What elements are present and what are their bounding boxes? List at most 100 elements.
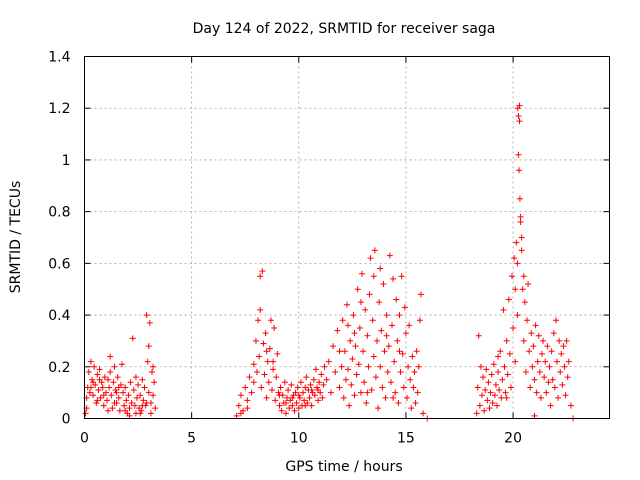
data-point xyxy=(487,389,494,396)
data-point xyxy=(263,394,270,401)
y-tick-label: 0.4 xyxy=(48,308,70,324)
data-point xyxy=(145,343,152,350)
data-point xyxy=(323,376,330,383)
data-point xyxy=(352,343,359,350)
data-point xyxy=(554,358,560,365)
data-point xyxy=(146,319,153,326)
data-point xyxy=(370,273,377,280)
data-point xyxy=(406,322,413,329)
data-point xyxy=(349,356,356,363)
data-point xyxy=(534,358,541,365)
data-point xyxy=(378,327,385,334)
data-point xyxy=(262,330,269,337)
data-point xyxy=(475,332,482,339)
data-point xyxy=(496,387,503,394)
data-point xyxy=(242,384,249,391)
data-point xyxy=(375,405,382,412)
data-point xyxy=(345,322,352,329)
data-point xyxy=(150,392,157,399)
data-point xyxy=(389,322,395,329)
data-point xyxy=(274,350,281,357)
data-point xyxy=(318,371,325,378)
data-point xyxy=(273,374,280,381)
data-point xyxy=(551,384,558,391)
data-point xyxy=(544,343,551,350)
data-point xyxy=(491,392,498,399)
data-point xyxy=(252,337,259,344)
data-point xyxy=(376,299,383,306)
data-point xyxy=(106,384,113,391)
data-point xyxy=(532,322,539,329)
data-point xyxy=(564,374,571,381)
data-point xyxy=(105,407,112,414)
data-point xyxy=(533,389,540,396)
data-point xyxy=(387,379,394,386)
data-point xyxy=(364,332,371,339)
data-point xyxy=(525,281,532,288)
data-point xyxy=(132,374,139,381)
data-point xyxy=(401,304,408,311)
data-point xyxy=(392,389,399,396)
data-point xyxy=(139,402,146,409)
data-point xyxy=(310,376,317,383)
data-point xyxy=(140,397,147,404)
data-point xyxy=(90,392,97,399)
data-points xyxy=(82,102,577,422)
data-point xyxy=(492,381,499,388)
data-point xyxy=(282,410,289,417)
data-point xyxy=(339,317,346,324)
data-point xyxy=(411,368,418,375)
data-point xyxy=(371,247,378,254)
data-point xyxy=(497,348,504,355)
data-point xyxy=(390,394,397,401)
data-point xyxy=(516,102,523,109)
data-point xyxy=(293,399,300,406)
data-point xyxy=(490,361,497,368)
data-point xyxy=(557,368,564,375)
data-point xyxy=(237,410,244,417)
data-point xyxy=(516,195,523,202)
chart-title: Day 124 of 2022, SRMTID for receiver sag… xyxy=(193,21,496,37)
data-point xyxy=(139,376,146,383)
data-point xyxy=(86,389,93,396)
data-point xyxy=(380,281,387,288)
data-point xyxy=(480,374,487,381)
y-tick-label: 0.6 xyxy=(48,256,70,272)
data-point xyxy=(541,374,548,381)
data-point xyxy=(563,337,570,344)
data-point xyxy=(248,389,255,396)
data-point xyxy=(315,387,322,394)
data-point xyxy=(344,301,350,308)
data-point xyxy=(507,384,514,391)
data-point xyxy=(152,405,159,412)
data-point xyxy=(481,407,488,414)
data-point xyxy=(556,337,563,344)
data-point xyxy=(357,389,364,396)
x-tick-label: 0 xyxy=(80,431,89,447)
data-point xyxy=(320,381,327,388)
data-point xyxy=(312,366,319,373)
data-point xyxy=(276,402,283,409)
data-point xyxy=(400,384,407,391)
data-point xyxy=(315,397,322,404)
data-point xyxy=(107,353,114,360)
data-point xyxy=(415,363,422,370)
data-point xyxy=(85,368,92,375)
y-tick-label: 1.2 xyxy=(48,101,70,117)
data-point xyxy=(257,273,264,280)
data-point xyxy=(519,286,526,293)
data-point xyxy=(377,265,384,272)
data-point xyxy=(517,218,524,225)
data-point xyxy=(235,402,242,409)
data-point xyxy=(82,410,89,417)
data-point xyxy=(100,402,107,409)
data-point xyxy=(316,379,323,386)
data-point xyxy=(505,296,512,303)
data-point xyxy=(150,363,157,370)
data-point xyxy=(558,350,565,357)
data-point xyxy=(255,317,262,324)
data-point xyxy=(137,392,144,399)
data-point xyxy=(237,392,244,399)
data-point xyxy=(126,412,133,419)
